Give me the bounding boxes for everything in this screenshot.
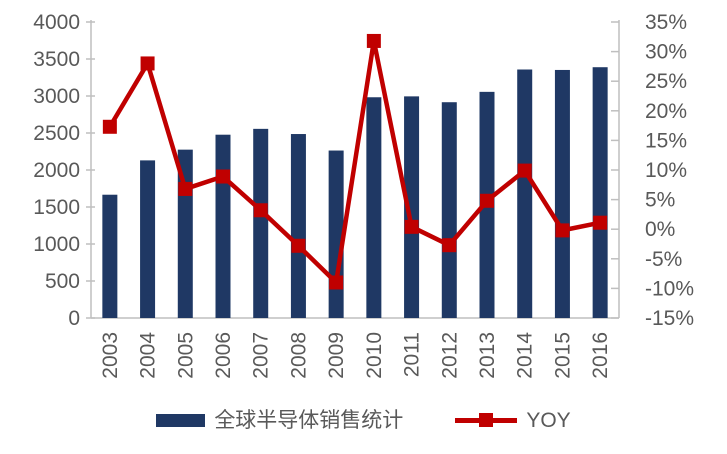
yoy-marker-2011 — [404, 219, 419, 234]
bar-2011 — [404, 96, 420, 319]
yoy-marker-2003 — [102, 119, 117, 134]
bar-2015 — [554, 69, 570, 319]
yoy-marker-2006 — [216, 169, 230, 184]
yoy-marker-2012 — [442, 238, 457, 253]
yoy-marker-2016 — [593, 215, 608, 230]
legend-item-line-series: YOY — [455, 409, 571, 432]
bar-2012 — [441, 102, 457, 318]
bar-2004 — [140, 160, 156, 318]
line-series-swatch-icon — [455, 413, 518, 427]
bar-2003 — [102, 194, 118, 318]
left-axis-tick-label: 2500 — [33, 122, 80, 145]
bar-series-swatch-icon — [156, 414, 206, 427]
right-axis-tick-label: 25% — [645, 70, 687, 93]
yoy-marker-2005 — [178, 181, 193, 196]
chart-legend: 全球半导体销售统计 YOY — [0, 410, 727, 431]
yoy-marker-2008 — [291, 238, 306, 253]
yoy-marker-2010 — [366, 33, 381, 48]
legend-item-bar-series: 全球半导体销售统计 — [156, 410, 403, 431]
x-axis-label-2014: 2014 — [514, 332, 537, 379]
x-axis-label-2009: 2009 — [325, 332, 348, 379]
right-axis-tick-label: 0% — [645, 218, 675, 241]
bar-2007 — [253, 128, 269, 318]
right-axis-tick-label: -15% — [645, 307, 694, 330]
right-axis-tick-label: 20% — [645, 100, 687, 123]
left-axis-tick-label: 3500 — [33, 48, 80, 71]
yoy-marker-2004 — [140, 56, 155, 71]
right-axis-tick-label: 5% — [645, 189, 675, 212]
bar-2010 — [366, 97, 382, 319]
right-axis-tick-label: 35% — [645, 11, 687, 34]
x-axis-label-2003: 2003 — [99, 332, 122, 379]
line-series-marker-icon — [479, 413, 494, 427]
left-axis-tick-label: 500 — [45, 270, 80, 293]
right-axis-tick-label: -10% — [645, 277, 694, 300]
bar-2014 — [517, 69, 533, 319]
yoy-marker-2007 — [253, 203, 268, 218]
bar-2009 — [328, 150, 344, 318]
left-axis-tick-label: 3000 — [33, 85, 80, 108]
right-axis-tick-label: -5% — [645, 248, 682, 271]
bar-2008 — [290, 134, 306, 318]
right-axis-tick-label: 10% — [645, 159, 687, 182]
yoy-marker-2013 — [480, 193, 494, 208]
right-axis-tick-label: 15% — [645, 129, 687, 152]
x-axis-label-2004: 2004 — [137, 332, 160, 379]
yoy-marker-2015 — [555, 223, 570, 238]
line-series-label: YOY — [526, 409, 571, 432]
left-axis-tick-label: 1000 — [33, 233, 80, 256]
bar-2016 — [592, 67, 608, 319]
left-axis-tick-label: 4000 — [33, 11, 80, 34]
x-axis-label-2007: 2007 — [250, 332, 273, 379]
x-axis-label-2013: 2013 — [476, 332, 499, 379]
x-axis-label-2008: 2008 — [287, 332, 310, 379]
bar-2006 — [215, 134, 231, 318]
x-axis-label-2006: 2006 — [212, 332, 235, 379]
left-axis-tick-label: 0 — [68, 307, 80, 330]
right-axis-tick-label: 30% — [645, 41, 687, 64]
x-axis-label-2010: 2010 — [363, 332, 386, 379]
left-axis-tick-label: 2000 — [33, 159, 80, 182]
bar-series-label: 全球半导体销售统计 — [214, 409, 404, 432]
x-axis-label-2012: 2012 — [438, 332, 461, 379]
yoy-marker-2014 — [517, 163, 532, 178]
left-axis-tick-label: 1500 — [33, 196, 80, 219]
x-axis-label-2015: 2015 — [551, 332, 574, 379]
x-axis-label-2016: 2016 — [589, 332, 612, 379]
yoy-marker-2009 — [329, 275, 344, 290]
x-axis-label-2011: 2011 — [401, 332, 424, 377]
x-axis-label-2005: 2005 — [174, 332, 197, 379]
